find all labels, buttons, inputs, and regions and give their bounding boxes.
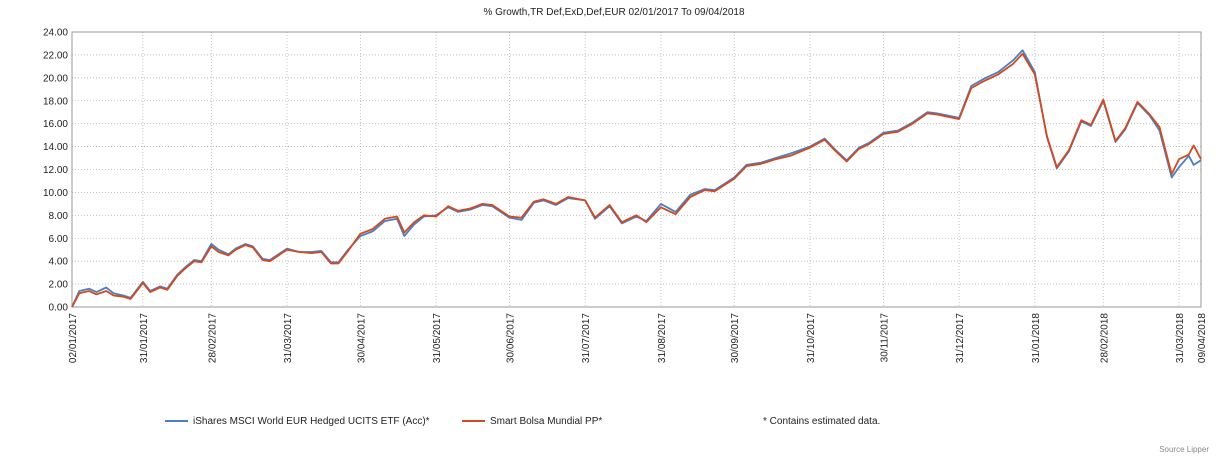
x-tick-label: 30/06/2017 [505,313,516,363]
y-tick-label: 4.00 [49,257,69,268]
series-line-ishares [71,49,1202,308]
x-tick-label: 30/11/2017 [879,313,890,363]
y-tick-label: 24.00 [43,28,68,39]
series-lines [71,49,1202,308]
x-tick-label: 30/09/2017 [730,313,741,363]
x-tick-label: 31/05/2017 [432,313,443,363]
chart-title: % Growth,TR Def,ExD,Def,EUR 02/01/2017 T… [483,7,745,18]
x-tick-label: 28/02/2018 [1099,313,1110,363]
legend: iShares MSCI World EUR Hedged UCITS ETF … [165,416,880,427]
y-tick-label: 2.00 [49,280,69,291]
estimated-data-note: * Contains estimated data. [763,416,880,427]
y-tick-label: 16.00 [43,119,68,130]
y-tick-label: 10.00 [43,188,68,199]
y-axis: 0.00 2.00 4.00 6.00 8.00 10.00 12.00 14.00 16.00… [43,28,68,314]
x-tick-label: 31/10/2017 [806,313,817,363]
y-tick-label: 18.00 [43,96,68,107]
x-tick-label: 31/12/2017 [955,313,966,363]
x-axis: 02/01/2017 31/01/2017 28/02/2017 31/03/2017… [68,313,1208,363]
plot-frame [71,31,1202,308]
x-tick-label: 02/01/2017 [68,313,79,363]
x-tick-label: 30/04/2017 [356,313,367,363]
y-tick-label: 22.00 [43,50,68,61]
y-tick-label: 12.00 [43,165,68,176]
grid [72,31,1201,308]
y-tick-label: 6.00 [49,234,69,245]
x-tick-label: 28/02/2017 [207,313,218,363]
x-tick-label: 09/04/2018 [1197,313,1208,363]
source-label: Source Lipper [1159,445,1209,454]
x-tick-label: 31/08/2017 [657,313,668,363]
x-tick-label: 31/03/2017 [283,313,294,363]
x-tick-label: 31/07/2017 [581,313,592,363]
legend-label-ishares: iShares MSCI World EUR Hedged UCITS ETF … [193,416,430,427]
x-tick-label: 31/01/2017 [139,313,150,363]
legend-label-smart-bolsa: Smart Bolsa Mundial PP* [490,416,602,427]
y-tick-label: 8.00 [49,211,69,222]
x-tick-label: 31/03/2018 [1175,313,1186,363]
y-tick-label: 0.00 [49,303,69,314]
x-tick-label: 31/01/2018 [1031,313,1042,363]
series-line-smart-bolsa [71,52,1202,308]
y-tick-label: 14.00 [43,142,68,153]
y-tick-label: 20.00 [43,73,68,84]
